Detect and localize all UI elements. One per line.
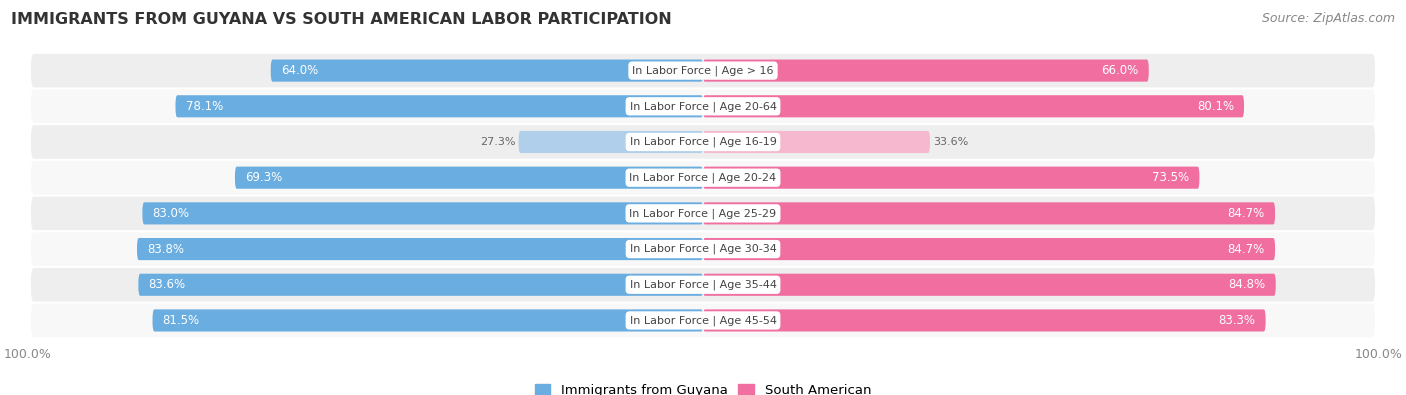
FancyBboxPatch shape xyxy=(703,202,1275,224)
Text: 69.3%: 69.3% xyxy=(245,171,283,184)
Text: 66.0%: 66.0% xyxy=(1101,64,1139,77)
FancyBboxPatch shape xyxy=(703,60,1149,82)
Text: 84.7%: 84.7% xyxy=(1227,243,1265,256)
FancyBboxPatch shape xyxy=(703,131,929,153)
FancyBboxPatch shape xyxy=(31,232,1375,266)
FancyBboxPatch shape xyxy=(235,167,703,189)
Text: In Labor Force | Age 20-24: In Labor Force | Age 20-24 xyxy=(630,173,776,183)
Text: 78.1%: 78.1% xyxy=(186,100,224,113)
FancyBboxPatch shape xyxy=(142,202,703,224)
Text: 33.6%: 33.6% xyxy=(934,137,969,147)
Text: In Labor Force | Age 35-44: In Labor Force | Age 35-44 xyxy=(630,280,776,290)
FancyBboxPatch shape xyxy=(31,161,1375,194)
FancyBboxPatch shape xyxy=(136,238,703,260)
Legend: Immigrants from Guyana, South American: Immigrants from Guyana, South American xyxy=(530,378,876,395)
Text: In Labor Force | Age 45-54: In Labor Force | Age 45-54 xyxy=(630,315,776,326)
FancyBboxPatch shape xyxy=(519,131,703,153)
FancyBboxPatch shape xyxy=(703,238,1275,260)
Text: In Labor Force | Age 25-29: In Labor Force | Age 25-29 xyxy=(630,208,776,218)
FancyBboxPatch shape xyxy=(138,274,703,296)
Text: IMMIGRANTS FROM GUYANA VS SOUTH AMERICAN LABOR PARTICIPATION: IMMIGRANTS FROM GUYANA VS SOUTH AMERICAN… xyxy=(11,12,672,27)
FancyBboxPatch shape xyxy=(703,95,1244,117)
Text: In Labor Force | Age 20-64: In Labor Force | Age 20-64 xyxy=(630,101,776,111)
Text: 83.8%: 83.8% xyxy=(148,243,184,256)
Text: 83.6%: 83.6% xyxy=(149,278,186,291)
FancyBboxPatch shape xyxy=(703,167,1199,189)
Text: In Labor Force | Age > 16: In Labor Force | Age > 16 xyxy=(633,65,773,76)
Text: 84.8%: 84.8% xyxy=(1229,278,1265,291)
Text: 83.3%: 83.3% xyxy=(1219,314,1256,327)
FancyBboxPatch shape xyxy=(31,304,1375,337)
Text: 64.0%: 64.0% xyxy=(281,64,318,77)
Text: 27.3%: 27.3% xyxy=(479,137,515,147)
Text: 83.0%: 83.0% xyxy=(152,207,190,220)
FancyBboxPatch shape xyxy=(31,90,1375,123)
Text: 84.7%: 84.7% xyxy=(1227,207,1265,220)
FancyBboxPatch shape xyxy=(176,95,703,117)
Text: In Labor Force | Age 16-19: In Labor Force | Age 16-19 xyxy=(630,137,776,147)
FancyBboxPatch shape xyxy=(271,60,703,82)
Text: Source: ZipAtlas.com: Source: ZipAtlas.com xyxy=(1261,12,1395,25)
Text: In Labor Force | Age 30-34: In Labor Force | Age 30-34 xyxy=(630,244,776,254)
FancyBboxPatch shape xyxy=(31,197,1375,230)
FancyBboxPatch shape xyxy=(703,274,1275,296)
FancyBboxPatch shape xyxy=(31,125,1375,159)
Text: 81.5%: 81.5% xyxy=(163,314,200,327)
FancyBboxPatch shape xyxy=(31,54,1375,87)
FancyBboxPatch shape xyxy=(31,268,1375,301)
Text: 80.1%: 80.1% xyxy=(1197,100,1234,113)
FancyBboxPatch shape xyxy=(703,309,1265,331)
FancyBboxPatch shape xyxy=(152,309,703,331)
Text: 73.5%: 73.5% xyxy=(1152,171,1189,184)
